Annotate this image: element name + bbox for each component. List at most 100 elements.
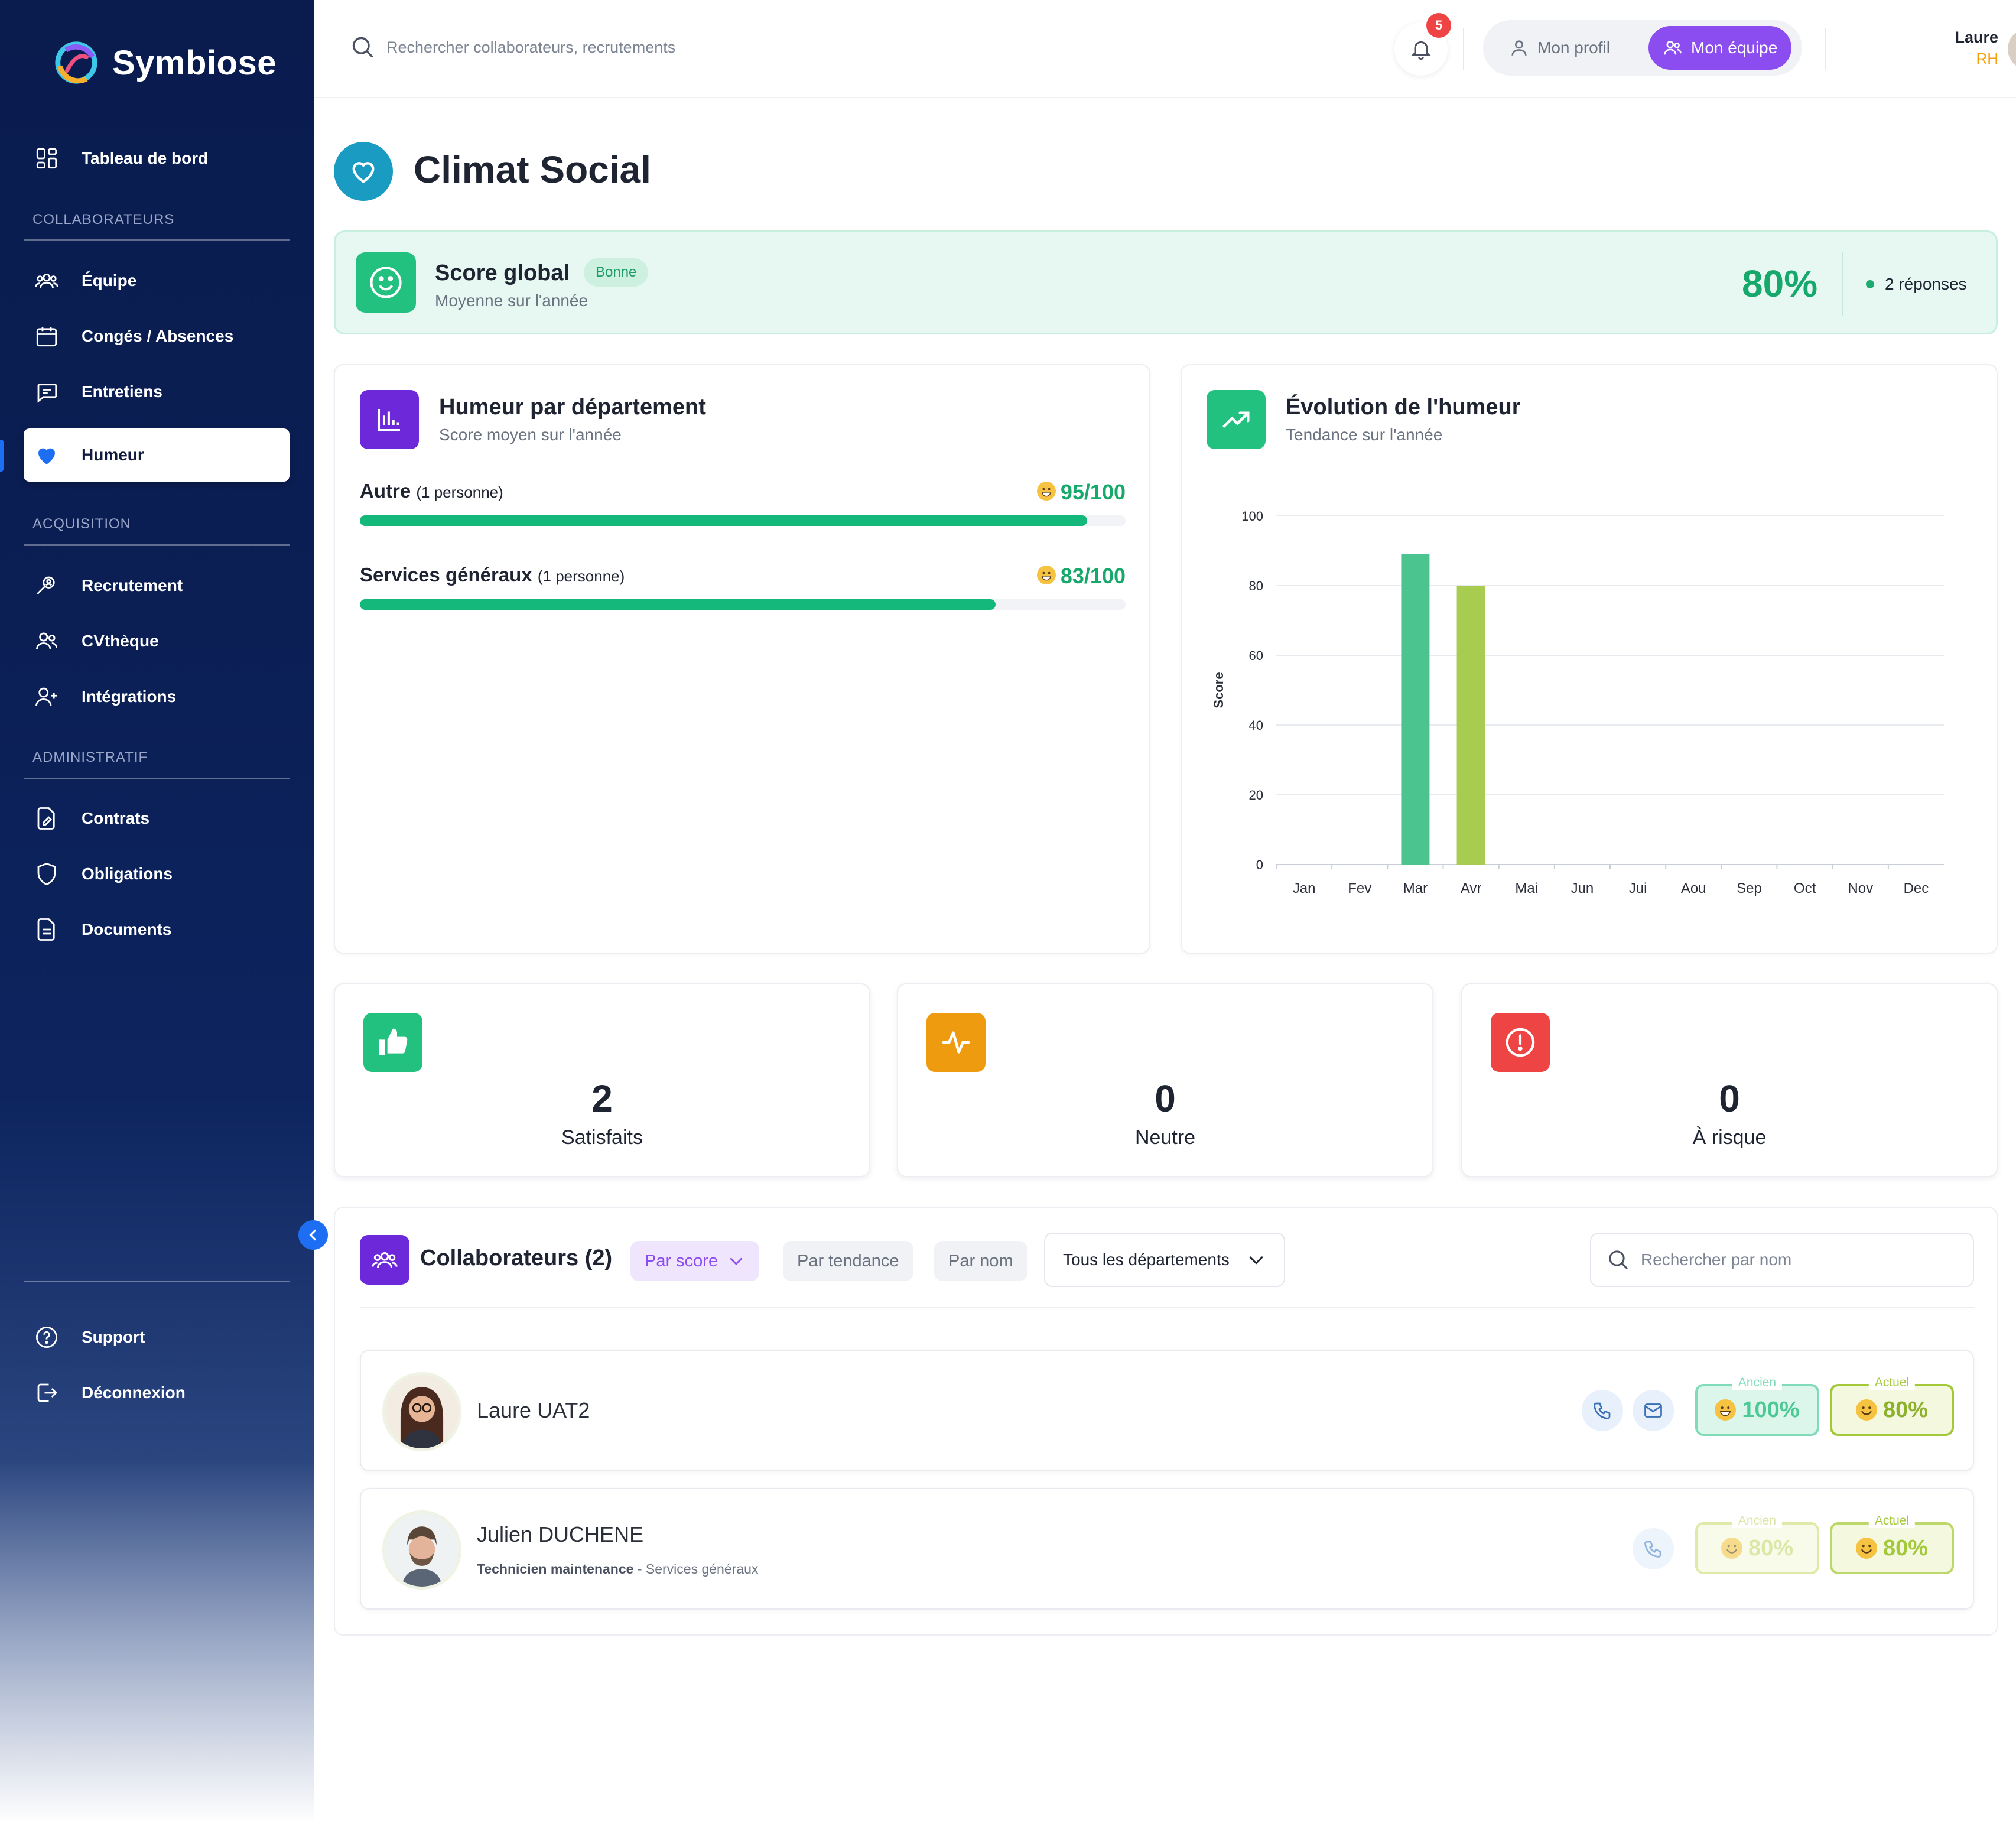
users-icon bbox=[33, 628, 60, 655]
search-icon bbox=[1609, 1250, 1628, 1270]
actuel-value: 80% bbox=[1882, 1535, 1929, 1561]
sort-by-tendance-label: Par tendance bbox=[797, 1251, 899, 1270]
nav-recrutement[interactable]: Recrutement bbox=[24, 559, 290, 612]
collapse-sidebar-button[interactable] bbox=[298, 1220, 328, 1250]
heart-icon bbox=[33, 441, 60, 469]
x-tick-label: Jun bbox=[1571, 880, 1594, 896]
brand-name: Symbiose bbox=[112, 43, 277, 82]
kpi-label: Satisfaits bbox=[561, 1126, 643, 1149]
role-title: Technicien maintenance bbox=[477, 1561, 634, 1577]
nav-documents[interactable]: Documents bbox=[24, 903, 290, 956]
nav-equipe[interactable]: Équipe bbox=[24, 254, 290, 307]
nav-dashboard-label: Tableau de bord bbox=[82, 149, 209, 167]
evolution-title: Évolution de l'humeur bbox=[1286, 395, 1521, 420]
score-value: 80% bbox=[1742, 262, 1818, 305]
sort-by-nom-button[interactable]: Par nom bbox=[934, 1241, 1027, 1281]
x-tick-label: Fev bbox=[1348, 880, 1371, 896]
ancien-value: 80% bbox=[1748, 1535, 1794, 1561]
brand[interactable]: Symbiose bbox=[53, 38, 277, 87]
search-by-name-placeholder: Rechercher par nom bbox=[1641, 1250, 1792, 1269]
user-plus-icon bbox=[33, 683, 60, 710]
dept-bar-fill bbox=[360, 599, 996, 610]
email-button[interactable] bbox=[1633, 1390, 1674, 1431]
nav-integrations[interactable]: Intégrations bbox=[24, 670, 290, 723]
call-button[interactable] bbox=[1582, 1390, 1623, 1431]
x-tick-label: Jan bbox=[1293, 880, 1316, 896]
sort-by-nom-label: Par nom bbox=[948, 1251, 1013, 1270]
actuel-label: Actuel bbox=[1868, 1514, 1916, 1528]
ancien-label: Ancien bbox=[1732, 1376, 1783, 1390]
nav-entretiens[interactable]: Entretiens bbox=[24, 365, 290, 418]
nav-dashboard[interactable]: Tableau de bord bbox=[24, 132, 290, 185]
evolution-subtitle: Tendance sur l'année bbox=[1286, 425, 1443, 444]
user-name: Laure bbox=[1955, 28, 1998, 46]
section-divider bbox=[24, 544, 290, 546]
collaborateur-row[interactable]: Julien DUCHENE Technicien maintenance - … bbox=[360, 1488, 1974, 1610]
role-department: - Services généraux bbox=[637, 1561, 759, 1577]
smile-emoji-icon bbox=[1721, 1538, 1742, 1559]
bar-mar bbox=[1401, 554, 1430, 865]
collaborateur-role: Technicien maintenance - Services généra… bbox=[477, 1561, 758, 1577]
bar-avr bbox=[1456, 586, 1485, 865]
mon-equipe-label: Mon équipe bbox=[1691, 38, 1778, 57]
bell-icon bbox=[1411, 41, 1431, 60]
smile-emoji-icon bbox=[1855, 1538, 1877, 1559]
y-tick-label: 0 bbox=[1256, 857, 1263, 872]
nav-deconnexion[interactable]: Déconnexion bbox=[24, 1366, 290, 1419]
x-tick-label: Mai bbox=[1515, 880, 1538, 896]
responses-label: 2 réponses bbox=[1885, 275, 1967, 293]
department-filter-select[interactable]: Tous les départements bbox=[1044, 1233, 1285, 1287]
ancien-value: 100% bbox=[1742, 1397, 1800, 1422]
chevron-down-icon bbox=[730, 1257, 743, 1265]
y-tick-label: 40 bbox=[1249, 718, 1263, 733]
avatar-woman-glasses-icon bbox=[385, 1375, 459, 1448]
nav-obligations[interactable]: Obligations bbox=[24, 847, 290, 901]
dept-count: (1 personne) bbox=[416, 483, 503, 501]
actuel-score-badge: Actuel 80% bbox=[1830, 1376, 1954, 1436]
chevron-left-icon bbox=[309, 1229, 316, 1241]
nav-equipe-label: Équipe bbox=[82, 271, 137, 290]
nav-conges-label: Congés / Absences bbox=[82, 327, 234, 345]
nav-conges[interactable]: Congés / Absences bbox=[24, 310, 290, 363]
nav-contrats[interactable]: Contrats bbox=[24, 792, 290, 845]
avatar-man-icon bbox=[385, 1513, 459, 1587]
topbar: Rechercher collaborateurs, recrutements … bbox=[314, 0, 2016, 98]
score-separator bbox=[1842, 252, 1843, 316]
global-search-input[interactable]: Rechercher collaborateurs, recrutements bbox=[350, 34, 675, 60]
y-tick-label: 20 bbox=[1249, 788, 1263, 802]
sort-by-score-button[interactable]: Par score bbox=[630, 1241, 760, 1281]
kpi-label: À risque bbox=[1692, 1126, 1767, 1149]
nav-integrations-label: Intégrations bbox=[82, 687, 177, 706]
nav-support[interactable]: Support bbox=[24, 1311, 290, 1364]
profile-team-toggle: Mon profil Mon équipe bbox=[1483, 20, 1802, 76]
mon-profil-button[interactable]: Mon profil bbox=[1495, 26, 1624, 70]
team-icon bbox=[360, 1235, 409, 1285]
search-icon bbox=[352, 37, 373, 58]
nav-humeur[interactable]: Humeur bbox=[24, 428, 290, 482]
topbar-separator bbox=[1825, 28, 1826, 70]
evolution-bar-chart: 0 20 40 60 80 100 Score Jan Fev Mar Avr Mai Jun Jui Ao… bbox=[1211, 509, 1944, 896]
nav-recrutement-label: Recrutement bbox=[82, 576, 183, 594]
nav-cvtheque[interactable]: CVthèque bbox=[24, 615, 290, 668]
user-avatar[interactable] bbox=[2008, 28, 2016, 70]
bar-chart-icon bbox=[360, 390, 419, 449]
mon-profil-label: Mon profil bbox=[1537, 38, 1610, 57]
x-tick-label: Nov bbox=[1848, 880, 1873, 896]
collaborateur-row[interactable]: Laure UAT2 Ancien 100% Actuel 80% bbox=[360, 1350, 1974, 1471]
score-subtitle: Moyenne sur l'année bbox=[435, 291, 588, 310]
sort-by-tendance-button[interactable]: Par tendance bbox=[783, 1241, 913, 1281]
mon-equipe-button[interactable]: Mon équipe bbox=[1648, 26, 1792, 70]
active-nav-marker bbox=[0, 440, 4, 472]
evolution-humeur-panel: Évolution de l'humeur Tendance sur l'ann… bbox=[1181, 364, 1998, 954]
section-administratif: ADMINISTRATIF bbox=[32, 749, 148, 765]
document-icon bbox=[33, 916, 60, 943]
ancien-score-badge: Ancien 100% bbox=[1695, 1376, 1819, 1436]
collaborateurs-panel: Collaborateurs (2) Par score Par tendanc… bbox=[334, 1207, 1998, 1636]
collaborateurs-divider bbox=[360, 1307, 1974, 1308]
call-button[interactable] bbox=[1633, 1528, 1674, 1569]
dept-row: Autre (1 personne) 95/100 bbox=[360, 480, 1126, 526]
dept-score: 83/100 bbox=[1036, 564, 1126, 589]
x-tick-label: Oct bbox=[1794, 880, 1816, 896]
section-divider bbox=[24, 778, 290, 779]
search-by-name-input[interactable]: Rechercher par nom bbox=[1590, 1233, 1974, 1287]
